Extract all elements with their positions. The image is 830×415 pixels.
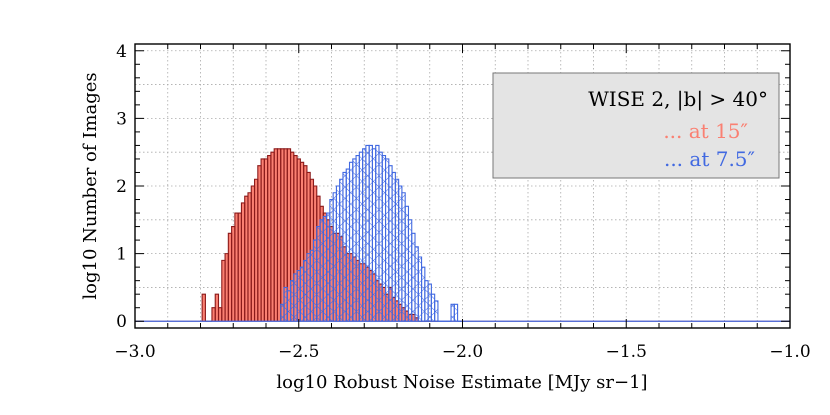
y-tick-label: 3 [116, 109, 127, 129]
legend-entry-15: ... at 15″ [663, 119, 748, 143]
x-tick-labels: −3.0 −2.5 −2.0 −1.5 −1.0 [114, 342, 810, 362]
series-area [280, 145, 461, 322]
y-tick-labels: 0 1 2 3 4 [116, 42, 127, 332]
x-tick-label: −2.5 [278, 342, 319, 362]
x-axis-title: log10 Robust Noise Estimate [MJy sr−1] [276, 372, 647, 393]
x-tick-label: −1.5 [606, 342, 647, 362]
y-tick-label: 4 [116, 42, 127, 62]
histogram-bin [453, 303, 459, 322]
histogram-bin [201, 293, 206, 322]
x-tick-label: −2.0 [442, 342, 483, 362]
y-tick-label: 1 [116, 245, 127, 265]
y-tick-label: 0 [116, 312, 127, 332]
y-axis-title: log10 Number of Images [80, 72, 101, 299]
x-tick-label: −3.0 [114, 342, 155, 362]
histogram-bin [434, 300, 439, 322]
legend-box [492, 72, 780, 179]
legend: WISE 2, |b| > 40° ... at 15″ ... at 7.5″ [492, 72, 780, 179]
series-7p5-arcsec [135, 144, 790, 322]
legend-title: WISE 2, |b| > 40° [588, 87, 768, 112]
tick-marks [134, 44, 791, 328]
x-tick-label: −1.0 [769, 342, 810, 362]
y-tick-label: 2 [116, 177, 127, 197]
legend-entry-7p5: ... at 7.5″ [664, 147, 755, 171]
